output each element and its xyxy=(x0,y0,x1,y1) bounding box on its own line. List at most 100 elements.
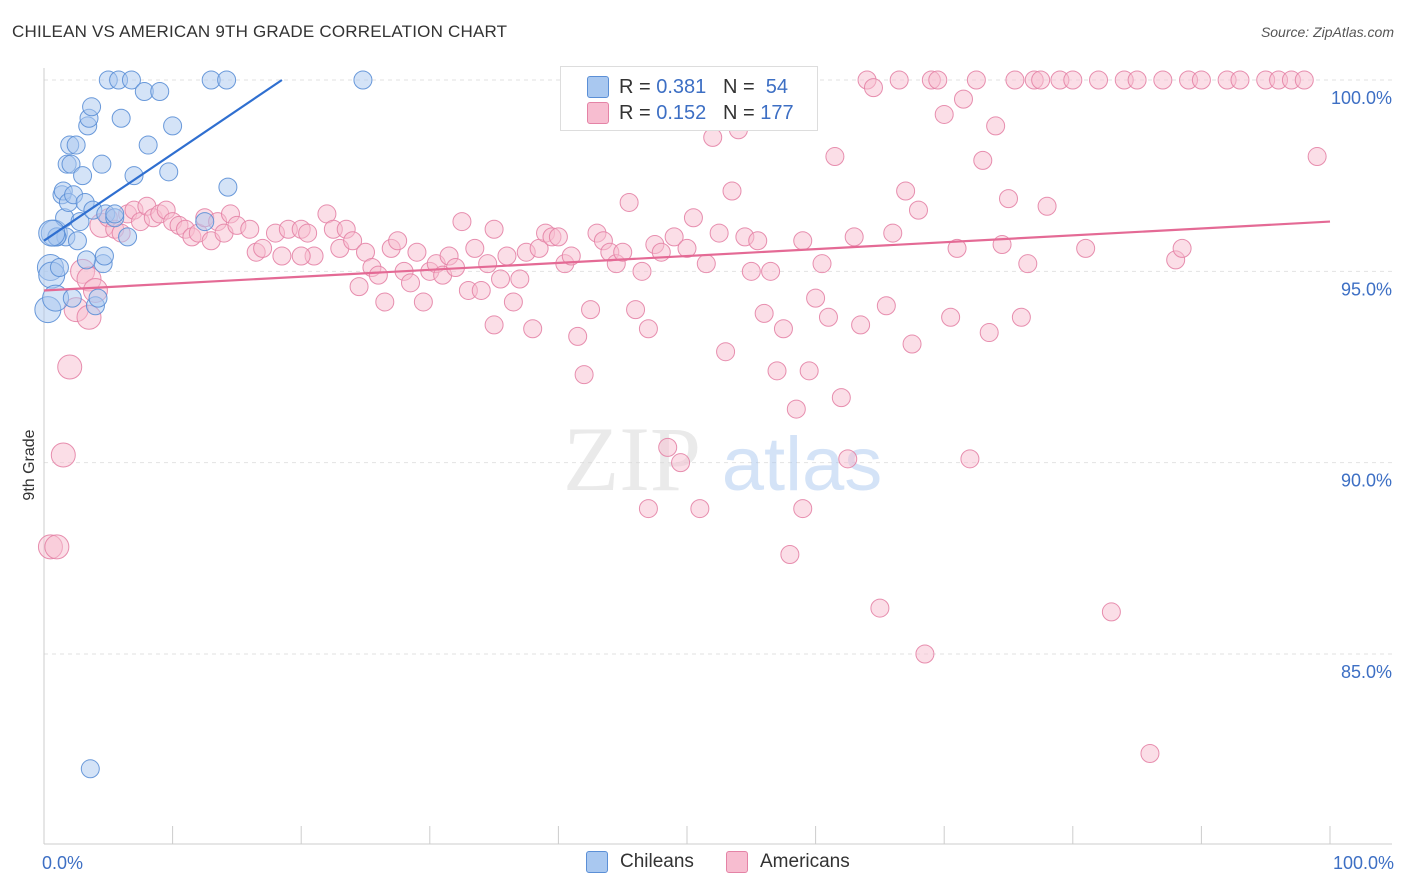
chileans-point xyxy=(138,135,158,155)
americans-point xyxy=(291,246,311,266)
chileans-point xyxy=(121,70,141,90)
americans-point xyxy=(953,89,973,109)
americans-point xyxy=(677,238,697,258)
watermark: ZIP atlas xyxy=(563,408,882,510)
chileans-point xyxy=(76,250,96,270)
americans-point xyxy=(523,319,543,339)
source-label: Source: ZipAtlas.com xyxy=(1260,24,1394,40)
n-label: N = xyxy=(722,101,761,124)
americans-point xyxy=(908,200,928,220)
americans-point xyxy=(491,269,511,289)
americans-point xyxy=(902,334,922,354)
americans-point xyxy=(1089,70,1109,90)
americans-point xyxy=(941,307,961,327)
grid-lines xyxy=(44,79,1392,655)
chileans-point xyxy=(88,288,108,308)
americans-point xyxy=(658,437,678,457)
americans-point xyxy=(465,238,485,258)
chileans-point xyxy=(80,759,100,779)
americans-point xyxy=(613,242,633,262)
americans-point xyxy=(484,219,504,239)
americans-point xyxy=(709,223,729,243)
americans-point xyxy=(928,70,948,90)
americans-point xyxy=(44,534,70,560)
americans-point xyxy=(818,307,838,327)
americans-point xyxy=(638,319,658,339)
americans-point xyxy=(1294,70,1314,90)
americans-point xyxy=(50,442,76,468)
chileans-point xyxy=(218,177,238,197)
americans-point xyxy=(272,246,292,266)
americans-point xyxy=(388,231,408,251)
americans-point xyxy=(240,219,260,239)
chileans-point xyxy=(118,227,138,247)
americans-point xyxy=(690,499,710,519)
n-label: N = xyxy=(722,75,761,98)
americans-point xyxy=(741,261,761,281)
americans-point xyxy=(1076,238,1096,258)
americans-point xyxy=(703,127,723,147)
chileans-trend-line xyxy=(43,79,283,242)
americans-point xyxy=(452,212,472,232)
americans-point xyxy=(368,265,388,285)
americans-point xyxy=(806,288,826,308)
x-tick-label: 0.0% xyxy=(42,853,83,873)
chileans-point xyxy=(124,166,144,186)
americans-point xyxy=(825,147,845,167)
americans-point xyxy=(1140,743,1160,763)
americans-point xyxy=(503,292,523,312)
y-tick-label: 85.0% xyxy=(1341,662,1392,682)
americans-point xyxy=(754,303,774,323)
chileans-point xyxy=(92,154,112,174)
americans-point xyxy=(986,116,1006,136)
axes: 85.0% 90.0% 95.0% 100.0% 0.0% 100.0% xyxy=(42,68,1394,873)
chileans-point xyxy=(159,162,179,182)
x-tick-label: 100.0% xyxy=(1333,853,1394,873)
chart-title: CHILEAN VS AMERICAN 9TH GRADE CORRELATIO… xyxy=(12,22,508,41)
trend-lines xyxy=(43,79,1331,292)
n-value: 177 xyxy=(760,101,794,124)
americans-point xyxy=(838,449,858,469)
americans-point xyxy=(851,315,871,335)
americans-point xyxy=(1230,70,1250,90)
americans-point xyxy=(619,192,639,212)
americans-point xyxy=(889,70,909,90)
americans-point xyxy=(581,300,601,320)
americans-point xyxy=(343,231,363,251)
chileans-point xyxy=(163,116,183,136)
n-value: 54 xyxy=(765,75,789,98)
chileans-point xyxy=(66,135,86,155)
chileans-point xyxy=(38,219,66,247)
y-tick-label: 100.0% xyxy=(1331,88,1392,108)
americans-point xyxy=(510,269,530,289)
americans-point xyxy=(1307,147,1327,167)
americans-point xyxy=(973,150,993,170)
americans-point xyxy=(1037,196,1057,216)
chileans-point xyxy=(217,70,237,90)
americans-point xyxy=(671,453,691,473)
chileans-point xyxy=(353,70,373,90)
r-label: R = xyxy=(619,75,657,98)
legend-item-americans: Americans xyxy=(726,851,850,873)
americans-point xyxy=(793,231,813,251)
chileans-point xyxy=(49,258,69,278)
chileans-point xyxy=(111,108,131,128)
americans-point xyxy=(979,323,999,343)
americans-point xyxy=(767,361,787,381)
americans-point xyxy=(722,181,742,201)
americans-swatch xyxy=(587,102,609,124)
americans-point xyxy=(773,319,793,339)
americans-point xyxy=(1127,70,1147,90)
chileans-point xyxy=(94,246,114,266)
americans-point xyxy=(1101,602,1121,622)
chileans-legend-label: Chileans xyxy=(620,851,694,872)
chileans-point xyxy=(62,288,82,308)
americans-point xyxy=(375,292,395,312)
americans-point xyxy=(947,238,967,258)
americans-point xyxy=(632,261,652,281)
americans-point xyxy=(1063,70,1083,90)
americans-point xyxy=(786,399,806,419)
americans-point xyxy=(548,227,568,247)
americans-point xyxy=(413,292,433,312)
americans-point xyxy=(934,104,954,124)
